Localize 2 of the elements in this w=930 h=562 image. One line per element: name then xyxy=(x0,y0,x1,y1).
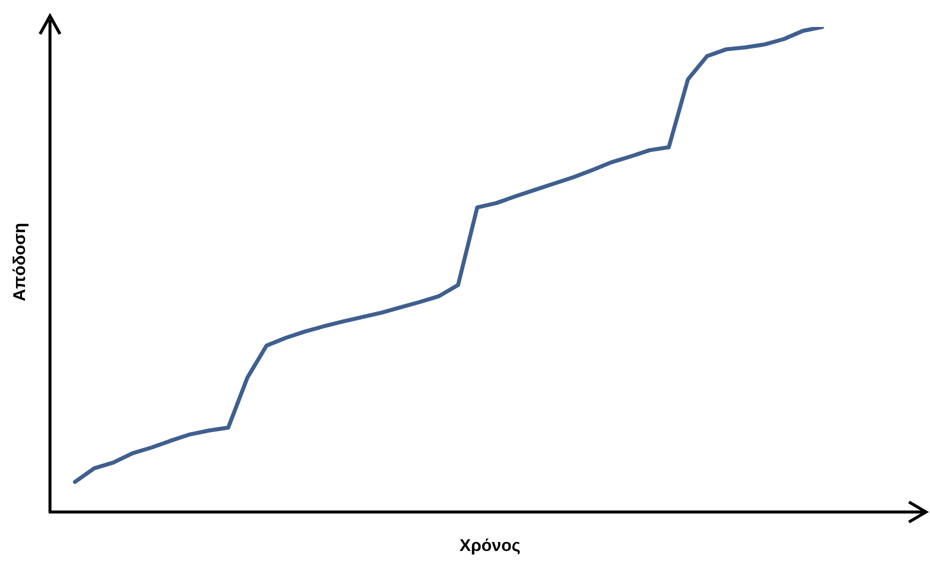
y-axis-title: Απόδοση xyxy=(10,222,30,302)
x-axis-title: Χρόνος xyxy=(458,536,522,556)
